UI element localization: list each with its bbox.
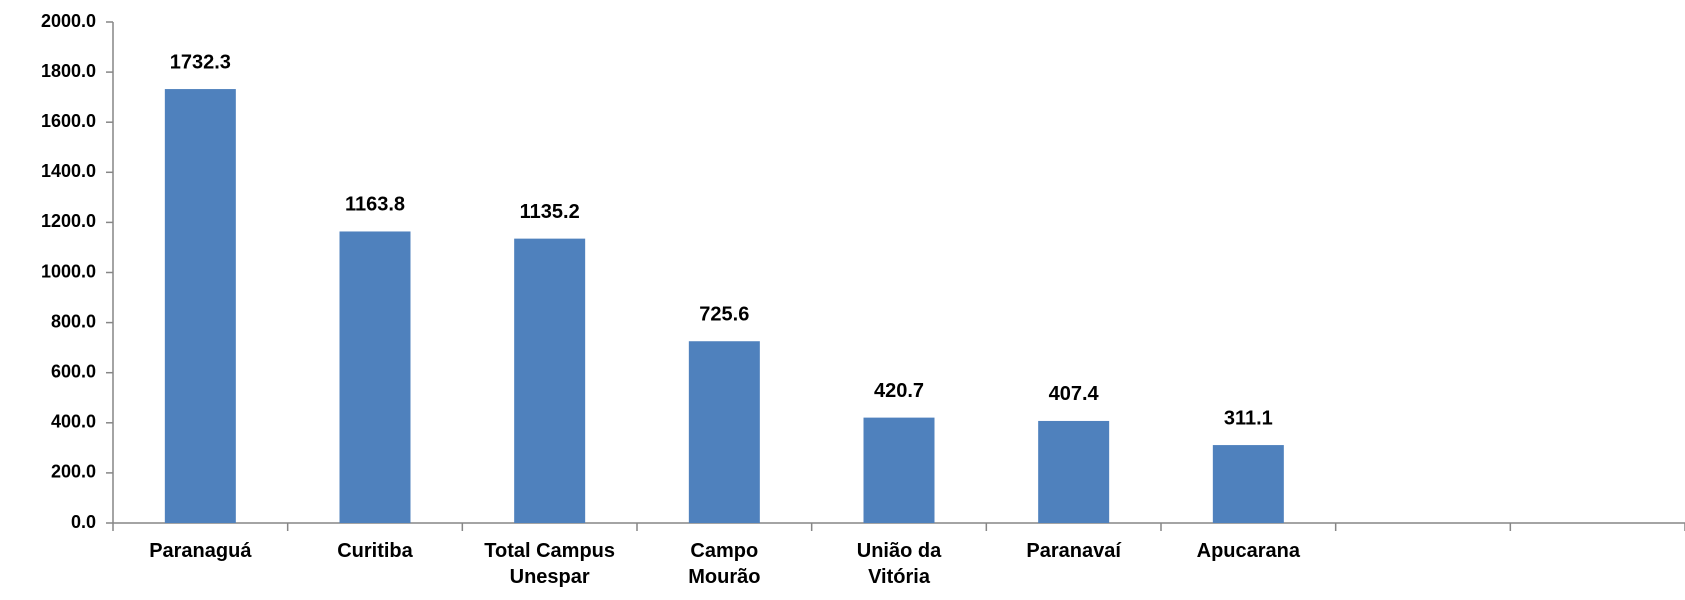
value-label: 1732.3 <box>170 51 231 73</box>
bar <box>688 341 760 523</box>
value-label: 1135.2 <box>520 201 580 223</box>
value-label: 725.6 <box>699 304 749 326</box>
bar <box>164 89 236 524</box>
y-tick-label: 0.0 <box>71 512 96 532</box>
y-tick-label: 1000.0 <box>41 261 96 281</box>
x-tick-label: Curitiba <box>337 540 413 562</box>
bar <box>514 238 586 524</box>
y-tick-label: 1400.0 <box>41 161 96 181</box>
x-tick-label: Paranavaí <box>1026 540 1121 562</box>
x-tick-label: Paranaguá <box>149 540 252 562</box>
y-tick-label: 1800.0 <box>41 61 96 81</box>
y-tick-label: 800.0 <box>51 311 96 331</box>
bar <box>339 231 411 524</box>
x-tick-label: Campo Mourão <box>688 540 761 588</box>
x-tick-label: Apucarana <box>1196 540 1301 562</box>
value-label: 420.7 <box>874 380 924 402</box>
bar <box>863 417 935 523</box>
x-tick-label: Total Campus Unespar <box>484 540 616 588</box>
value-label: 311.1 <box>1224 407 1273 429</box>
value-label: 407.4 <box>1049 383 1100 405</box>
bar <box>1212 445 1284 523</box>
y-tick-label: 2000.0 <box>41 11 96 31</box>
x-tick-label: União da Vitória <box>856 540 942 588</box>
bar <box>1038 420 1110 523</box>
y-tick-label: 400.0 <box>51 412 96 432</box>
y-tick-label: 200.0 <box>51 462 96 482</box>
y-tick-label: 600.0 <box>51 361 96 381</box>
value-label: 1163.8 <box>345 194 405 216</box>
y-tick-label: 1600.0 <box>41 111 96 131</box>
y-tick-label: 1200.0 <box>41 211 96 231</box>
